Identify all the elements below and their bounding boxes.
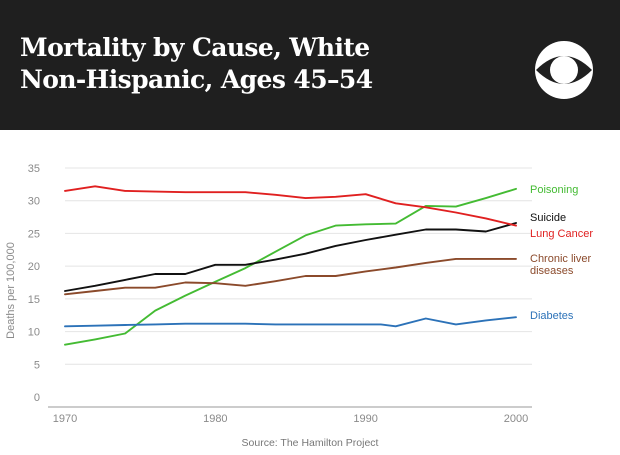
y-tick-25: 25 — [28, 228, 40, 240]
series-label-diabetes: Diabetes — [530, 310, 574, 322]
series-line-poisoning — [64, 187, 517, 346]
series — [64, 185, 517, 346]
series-label-lung-cancer: Lung Cancer — [530, 228, 593, 240]
series-label-suicide: Suicide — [530, 212, 566, 224]
series-label-line: Suicide — [530, 212, 566, 224]
x-tick-1970: 1970 — [53, 413, 77, 425]
series-line-suicide — [64, 222, 517, 292]
y-tick-5: 5 — [34, 359, 40, 371]
title-line-1: Mortality by Cause, White — [20, 33, 370, 62]
series-label-line: diseases — [530, 265, 574, 277]
chart-title: Mortality by Cause, White Non-Hispanic, … — [20, 32, 420, 96]
y-axis-ticks: 0 5 10 15 20 25 30 35 — [28, 163, 40, 404]
y-tick-0: 0 — [34, 392, 40, 404]
cbs-eye-logo — [535, 41, 593, 99]
series-line-diabetes — [64, 316, 517, 328]
series-labels: Poisoning Suicide Lung Cancer Chronic liver… — [530, 184, 593, 322]
source-note: Source: The Hamilton Project — [242, 437, 379, 449]
y-tick-10: 10 — [28, 327, 40, 339]
line-chart: 0 5 10 15 20 25 30 35 1970 1980 1990 2000 Deaths p… — [5, 163, 593, 449]
x-axis-ticks: 1970 1980 1990 2000 — [53, 413, 528, 425]
series-label-line: Poisoning — [530, 184, 578, 196]
x-tick-2000: 2000 — [504, 413, 528, 425]
title-line-2: Non-Hispanic, Ages 45–54 — [20, 65, 373, 94]
series-line-chronic-liver-diseases — [64, 257, 517, 296]
series-label-poisoning: Poisoning — [530, 184, 578, 196]
y-tick-30: 30 — [28, 196, 40, 208]
series-label-line: Lung Cancer — [530, 228, 593, 240]
grid — [65, 167, 532, 365]
y-tick-15: 15 — [28, 294, 40, 306]
y-axis-label: Deaths per 100,000 — [5, 242, 17, 339]
x-tick-1980: 1980 — [203, 413, 227, 425]
series-label-chronic-liver-diseases: Chronic liver diseases — [530, 253, 591, 277]
x-tick-1990: 1990 — [353, 413, 377, 425]
series-label-line: Chronic liver — [530, 253, 591, 265]
y-tick-20: 20 — [28, 261, 40, 273]
series-label-line: Diabetes — [530, 310, 574, 322]
chart-header: Mortality by Cause, White Non-Hispanic, … — [0, 0, 620, 130]
y-tick-35: 35 — [28, 163, 40, 175]
series-line-lung-cancer — [64, 185, 517, 227]
